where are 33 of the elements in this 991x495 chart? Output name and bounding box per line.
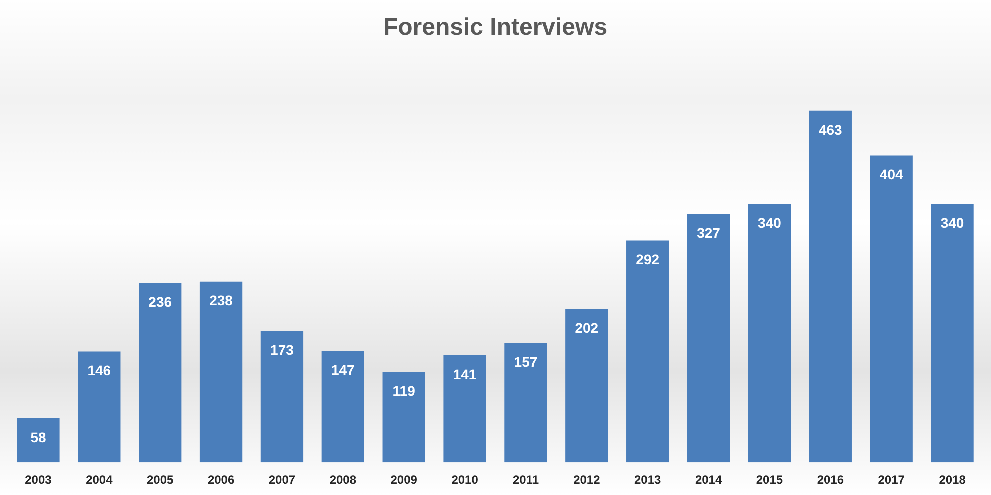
x-tick-label: 2007 (268, 473, 296, 488)
data-label: 404 (880, 166, 904, 183)
data-label: 157 (514, 354, 538, 370)
data-label: 58 (30, 429, 46, 446)
data-label: 173 (270, 342, 294, 358)
x-tick-label: 2006 (208, 473, 235, 488)
x-tick-label: 2015 (756, 473, 784, 488)
data-label: 463 (818, 122, 843, 138)
data-label: 340 (940, 215, 964, 232)
data-label: 238 (210, 292, 234, 309)
x-tick-label: 2010 (452, 473, 479, 488)
x-tick-label: 2008 (330, 473, 357, 488)
x-tick-label: 2016 (817, 473, 844, 488)
x-tick-label: 2018 (939, 473, 966, 488)
data-label: 340 (758, 215, 782, 232)
x-tick-label: 2011 (512, 473, 540, 488)
x-tick-label: 2012 (574, 473, 601, 488)
x-tick-label: 2009 (390, 473, 418, 488)
data-label: 141 (453, 366, 477, 382)
data-label: 119 (392, 383, 416, 400)
data-label: 327 (697, 225, 721, 242)
data-label: 147 (331, 362, 356, 378)
data-label: 236 (148, 294, 172, 310)
x-tick-label: 2003 (25, 473, 52, 488)
x-tick-label: 2013 (634, 473, 662, 488)
x-tick-label: 2005 (146, 473, 174, 488)
data-label: 292 (636, 252, 660, 268)
data-label: 202 (575, 320, 599, 336)
data-label: 146 (88, 362, 112, 379)
x-tick-label: 2014 (695, 473, 722, 488)
chart-title: Forensic Interviews (383, 14, 608, 42)
x-tick-label: 2004 (86, 473, 114, 488)
x-tick-label: 2017 (878, 473, 906, 488)
